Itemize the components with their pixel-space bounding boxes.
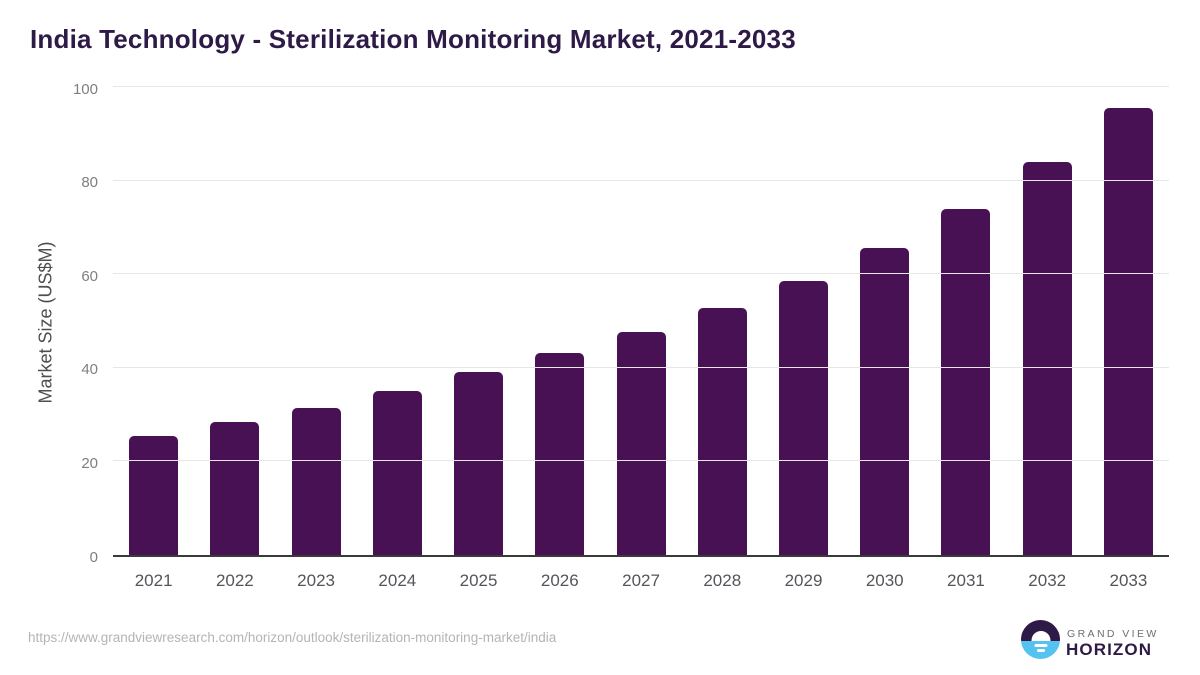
gridline-60 <box>113 273 1169 275</box>
y-tick-40: 40 <box>81 361 98 379</box>
gridline-40 <box>113 366 1169 368</box>
x-label-2022: 2022 <box>215 571 254 590</box>
y-tick-100: 100 <box>72 80 98 98</box>
x-axis-labels: 2021 2022 2023 2024 2025 2026 2027 2028 2029 2030… <box>113 571 1169 591</box>
logo-sky-half <box>1021 620 1060 642</box>
gridline-80 <box>113 179 1169 181</box>
bar-cell-2028 <box>682 89 763 555</box>
bar-2023 <box>291 407 341 555</box>
x-label-2031: 2031 <box>947 571 985 590</box>
bar-2026 <box>535 352 585 555</box>
bar-cell-2032 <box>1007 89 1088 555</box>
bar-2028 <box>697 308 747 555</box>
bar-2029 <box>778 281 828 555</box>
y-tick-0: 0 <box>89 548 98 566</box>
grandview-horizon-logo: GRAND VIEW HORIZON <box>1021 620 1181 662</box>
bar-cell-2024 <box>357 89 438 555</box>
bar-2030 <box>860 248 910 555</box>
bar-cell-2029 <box>763 89 844 555</box>
bar-2027 <box>616 332 666 555</box>
bar-cell-2033 <box>1088 89 1169 555</box>
bar-2033 <box>1103 108 1153 555</box>
plot-area <box>113 86 1169 557</box>
logo-reflection-line-2 <box>1036 649 1045 652</box>
logo-brand-name: GRAND VIEW <box>1067 628 1159 640</box>
source-url: https://www.grandviewresearch.com/horizo… <box>28 630 557 645</box>
bar-series <box>113 89 1169 555</box>
bar-cell-2027 <box>600 89 681 555</box>
x-label-2021: 2021 <box>134 571 173 590</box>
bar-2031 <box>941 208 991 555</box>
y-axis-ticks: 0 20 40 60 80 100 <box>58 81 98 566</box>
x-label-2028: 2028 <box>703 571 742 590</box>
x-label-2030: 2030 <box>865 571 904 590</box>
x-label-2029: 2029 <box>784 571 823 590</box>
bar-2025 <box>454 372 504 555</box>
gridline-20 <box>113 460 1169 462</box>
bar-cell-2026 <box>519 89 600 555</box>
x-label-2024: 2024 <box>378 571 417 590</box>
logo-product-name: HORIZON <box>1066 640 1153 659</box>
x-label-2033: 2033 <box>1109 571 1148 590</box>
x-label-2023: 2023 <box>297 571 335 590</box>
x-label-2027: 2027 <box>622 571 660 590</box>
y-axis-title: Market Size (US$M) <box>35 241 56 404</box>
bar-cell-2025 <box>438 89 519 555</box>
bar-2021 <box>129 435 179 555</box>
y-tick-20: 20 <box>81 454 98 472</box>
y-tick-80: 80 <box>81 174 98 192</box>
bar-2022 <box>210 421 260 555</box>
logo-sun-dome <box>1031 631 1050 641</box>
y-tick-60: 60 <box>81 267 98 285</box>
x-label-2032: 2032 <box>1028 571 1067 590</box>
bar-cell-2022 <box>194 89 275 555</box>
bar-cell-2030 <box>844 89 925 555</box>
chart-title: India Technology - Sterilization Monitor… <box>30 24 796 54</box>
bar-cell-2021 <box>113 89 194 555</box>
bar-cell-2031 <box>925 89 1006 555</box>
bar-cell-2023 <box>275 89 356 555</box>
bar-2032 <box>1022 161 1072 555</box>
bar-2024 <box>372 391 422 555</box>
horizon-sun-icon <box>1021 620 1060 659</box>
logo-reflection-line-1 <box>1034 644 1047 647</box>
x-label-2026: 2026 <box>540 571 579 590</box>
x-label-2025: 2025 <box>459 571 498 590</box>
gridline-100 <box>113 86 1169 87</box>
